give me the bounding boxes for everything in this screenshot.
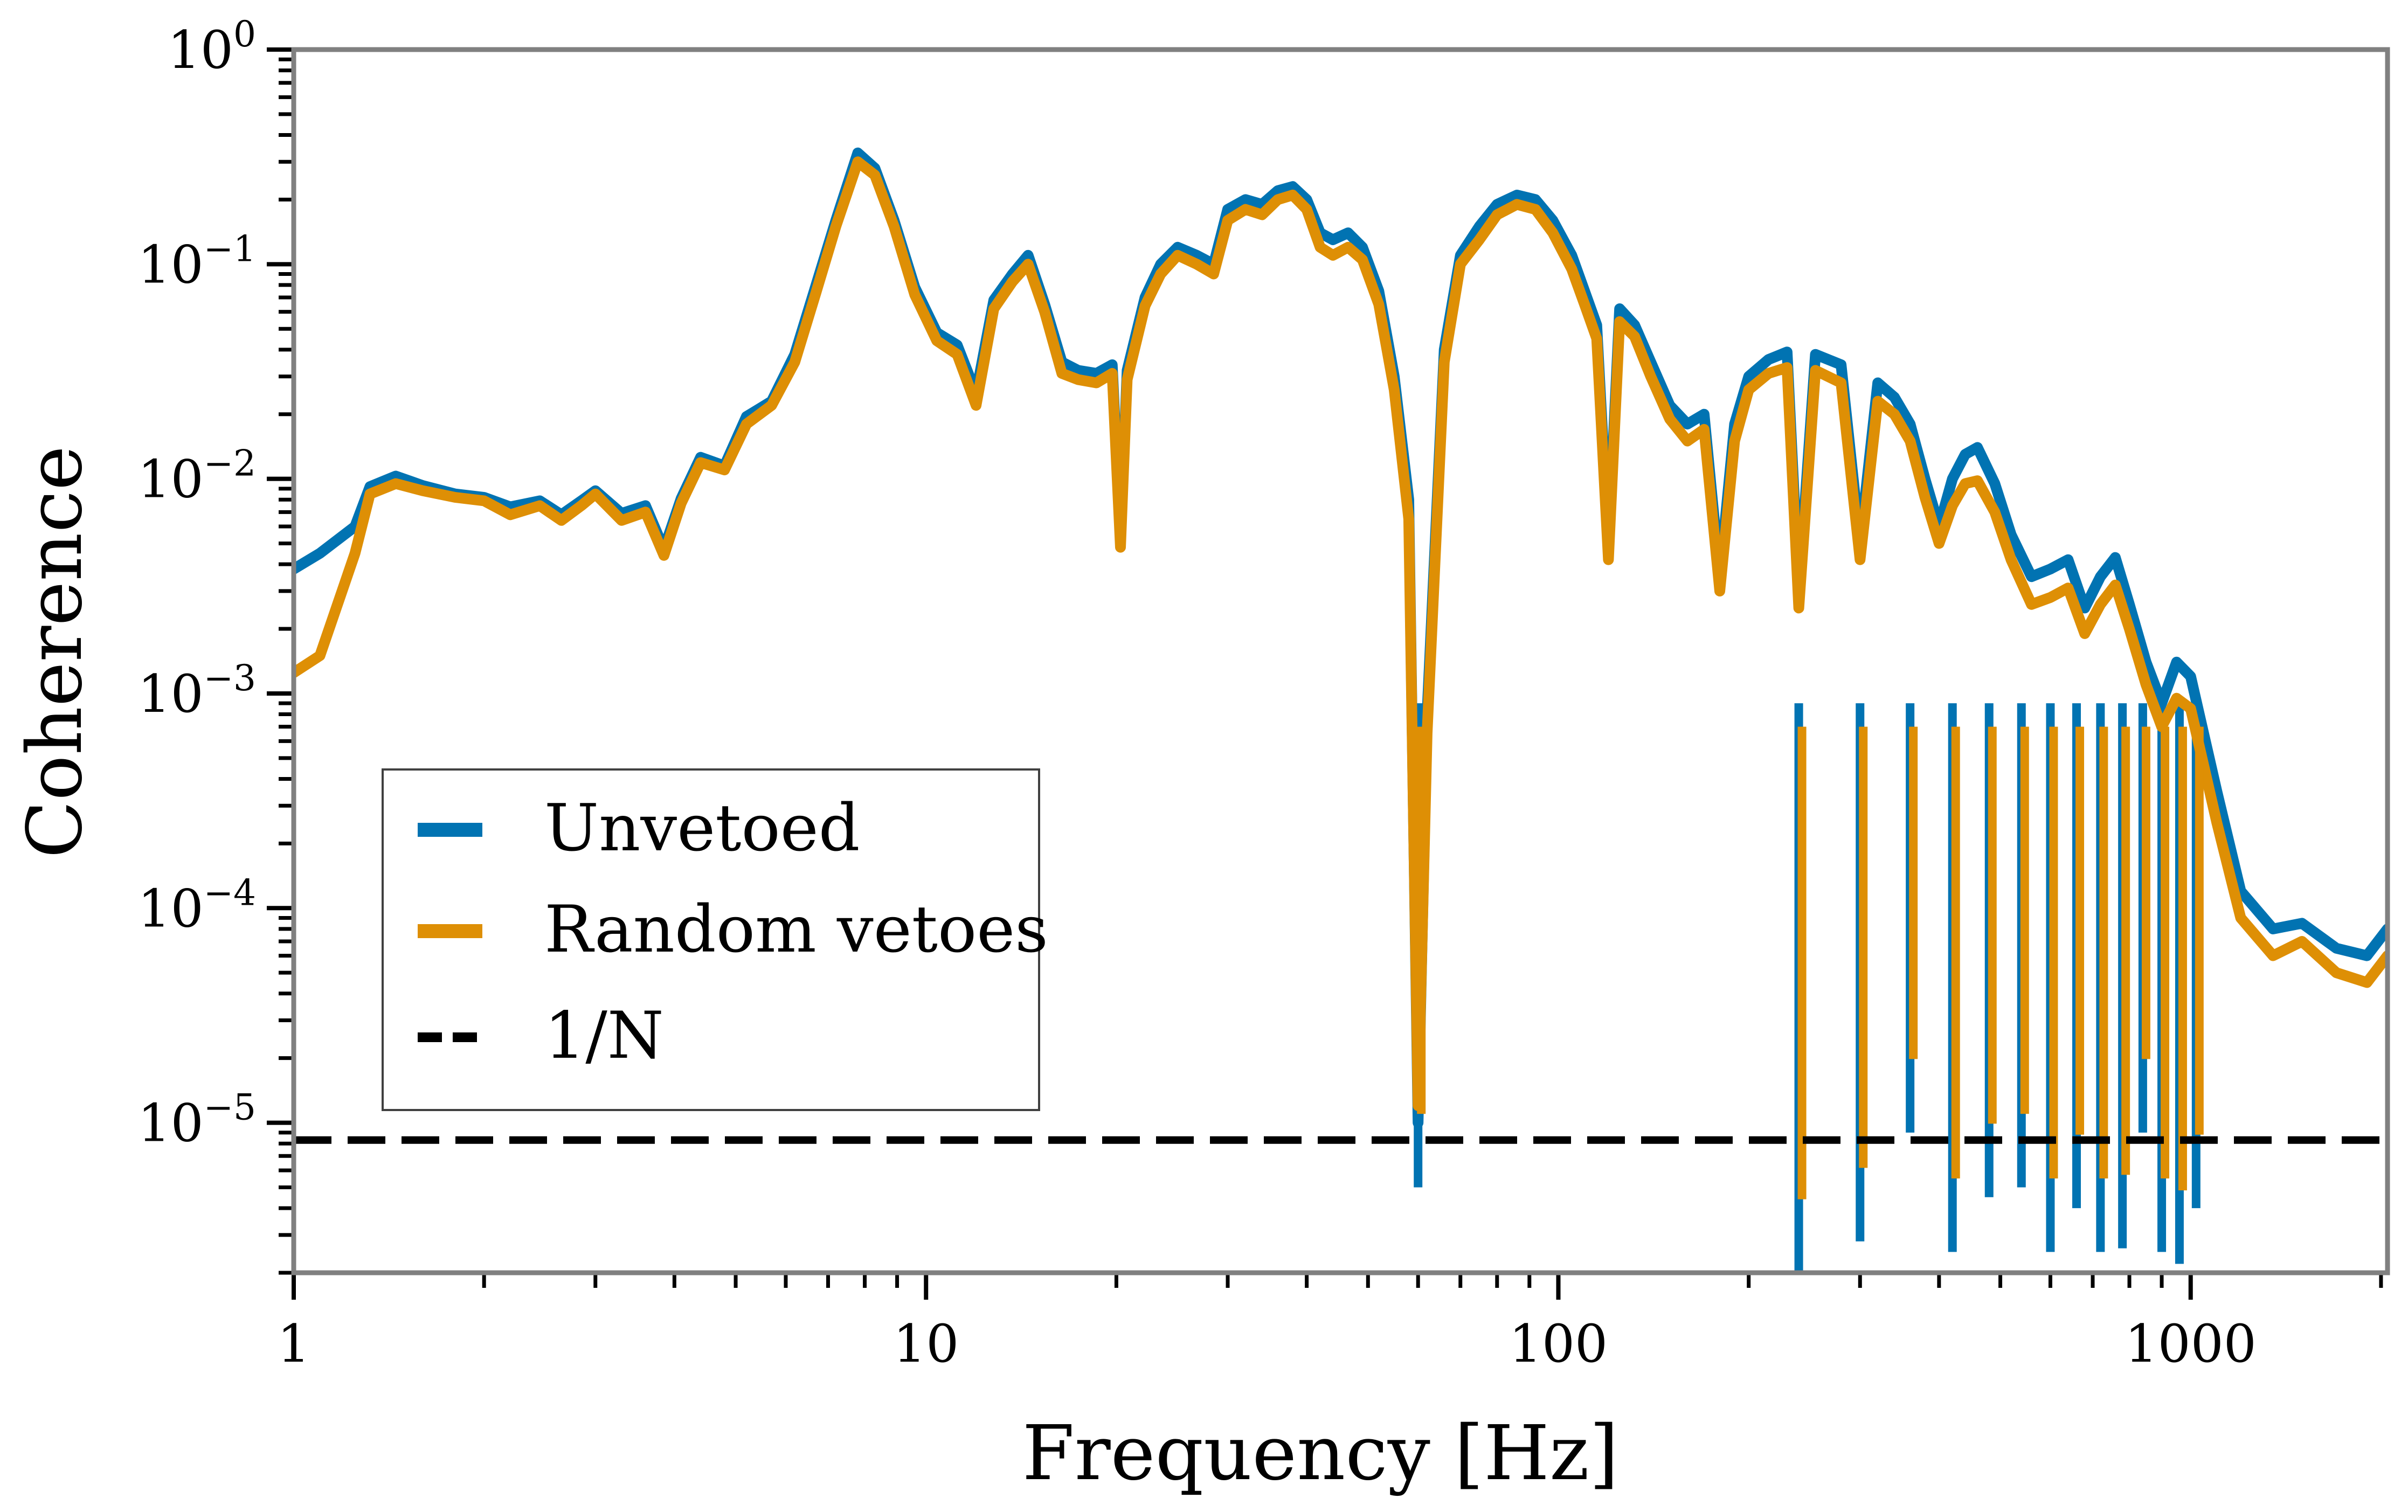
series-line-random-vetoes [294, 156, 2388, 1111]
y-tick-label: 10−1 [138, 228, 256, 295]
y-tick-label: 10−2 [138, 443, 256, 510]
tick-labels: 1 10 100 1000 100 10−1 10−2 10−3 10−4 10−5 [138, 13, 2257, 1374]
plot-frame [291, 47, 2390, 1275]
y-tick-label: 10−3 [138, 657, 256, 724]
axis-ticks [267, 47, 2383, 1300]
y-axis-label: Coherence [11, 446, 99, 858]
legend-label-random-vetoes: Random vetoes [544, 892, 1048, 967]
x-tick-label: 10 [893, 1314, 959, 1374]
y-tick-label: 10−5 [138, 1087, 256, 1154]
y-tick-label: 100 [168, 13, 256, 80]
legend-label-inverse-n: 1/N [544, 998, 664, 1073]
legend: Unvetoed Random vetoes 1/N [382, 768, 1048, 1111]
series-layer [294, 147, 2388, 1273]
y-tick-label: 10−4 [138, 872, 256, 939]
x-tick-label: 100 [1509, 1314, 1608, 1374]
legend-box [382, 768, 1040, 1111]
x-tick-label: 1 [277, 1314, 310, 1374]
legend-label-unvetoed: Unvetoed [544, 791, 860, 866]
x-tick-label: 1000 [2125, 1314, 2257, 1374]
x-axis-label: Frequency [Hz] [1022, 1410, 1619, 1497]
